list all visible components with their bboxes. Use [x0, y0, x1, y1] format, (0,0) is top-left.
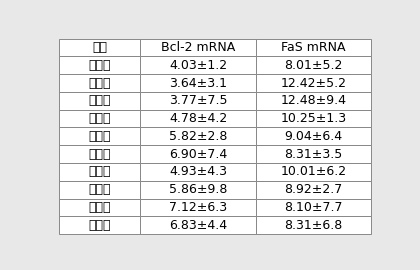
Bar [140, 145, 256, 163]
Bar [59, 56, 140, 74]
Text: 4.78±4.2: 4.78±4.2 [169, 112, 227, 125]
Bar [140, 163, 256, 181]
Text: 4.93±4.3: 4.93±4.3 [169, 166, 227, 178]
Bar [140, 127, 256, 145]
Text: 12.42±5.2: 12.42±5.2 [281, 77, 346, 90]
Bar [256, 92, 372, 110]
Text: 5.86±9.8: 5.86±9.8 [169, 183, 227, 196]
Text: 9.04±6.4: 9.04±6.4 [285, 130, 343, 143]
Text: 3.77±7.5: 3.77±7.5 [169, 94, 227, 107]
Bar [140, 92, 256, 110]
Bar [59, 92, 140, 110]
Text: 第五组: 第五组 [88, 130, 111, 143]
Text: 第四组: 第四组 [88, 112, 111, 125]
Text: 第七组: 第七组 [88, 166, 111, 178]
Text: 6.90±7.4: 6.90±7.4 [169, 148, 227, 161]
Text: 5.82±2.8: 5.82±2.8 [169, 130, 227, 143]
Bar [59, 39, 140, 56]
Text: 第八组: 第八组 [88, 183, 111, 196]
Text: 12.48±9.4: 12.48±9.4 [281, 94, 346, 107]
Bar [59, 216, 140, 234]
Bar [59, 110, 140, 127]
Bar [140, 39, 256, 56]
Bar [256, 56, 372, 74]
Text: 10.25±1.3: 10.25±1.3 [281, 112, 347, 125]
Text: 第一组: 第一组 [88, 59, 111, 72]
Bar [140, 216, 256, 234]
Text: FaS mRNA: FaS mRNA [281, 41, 346, 54]
Text: 第九组: 第九组 [88, 201, 111, 214]
Text: 8.92±2.7: 8.92±2.7 [285, 183, 343, 196]
Bar [256, 216, 372, 234]
Bar [59, 163, 140, 181]
Bar [256, 39, 372, 56]
Bar [59, 145, 140, 163]
Bar [256, 110, 372, 127]
Text: 第二组: 第二组 [88, 77, 111, 90]
Text: 第十组: 第十组 [88, 219, 111, 232]
Bar [256, 181, 372, 198]
Text: 6.83±4.4: 6.83±4.4 [169, 219, 227, 232]
Bar [256, 198, 372, 216]
Text: Bcl-2 mRNA: Bcl-2 mRNA [161, 41, 235, 54]
Bar [140, 181, 256, 198]
Bar [59, 127, 140, 145]
Bar [256, 163, 372, 181]
Bar [256, 74, 372, 92]
Text: 第三组: 第三组 [88, 94, 111, 107]
Text: 3.64±3.1: 3.64±3.1 [169, 77, 227, 90]
Text: 7.12±6.3: 7.12±6.3 [169, 201, 227, 214]
Text: 4.03±1.2: 4.03±1.2 [169, 59, 227, 72]
Text: 第六组: 第六组 [88, 148, 111, 161]
Text: 8.31±3.5: 8.31±3.5 [285, 148, 343, 161]
Text: 8.31±6.8: 8.31±6.8 [285, 219, 343, 232]
Bar [140, 110, 256, 127]
Text: 8.10±7.7: 8.10±7.7 [284, 201, 343, 214]
Bar [140, 198, 256, 216]
Bar [140, 56, 256, 74]
Bar [140, 74, 256, 92]
Text: 8.01±5.2: 8.01±5.2 [284, 59, 343, 72]
Bar [256, 127, 372, 145]
Text: 组名: 组名 [92, 41, 107, 54]
Bar [59, 74, 140, 92]
Text: 10.01±6.2: 10.01±6.2 [281, 166, 347, 178]
Bar [256, 145, 372, 163]
Bar [59, 198, 140, 216]
Bar [59, 181, 140, 198]
